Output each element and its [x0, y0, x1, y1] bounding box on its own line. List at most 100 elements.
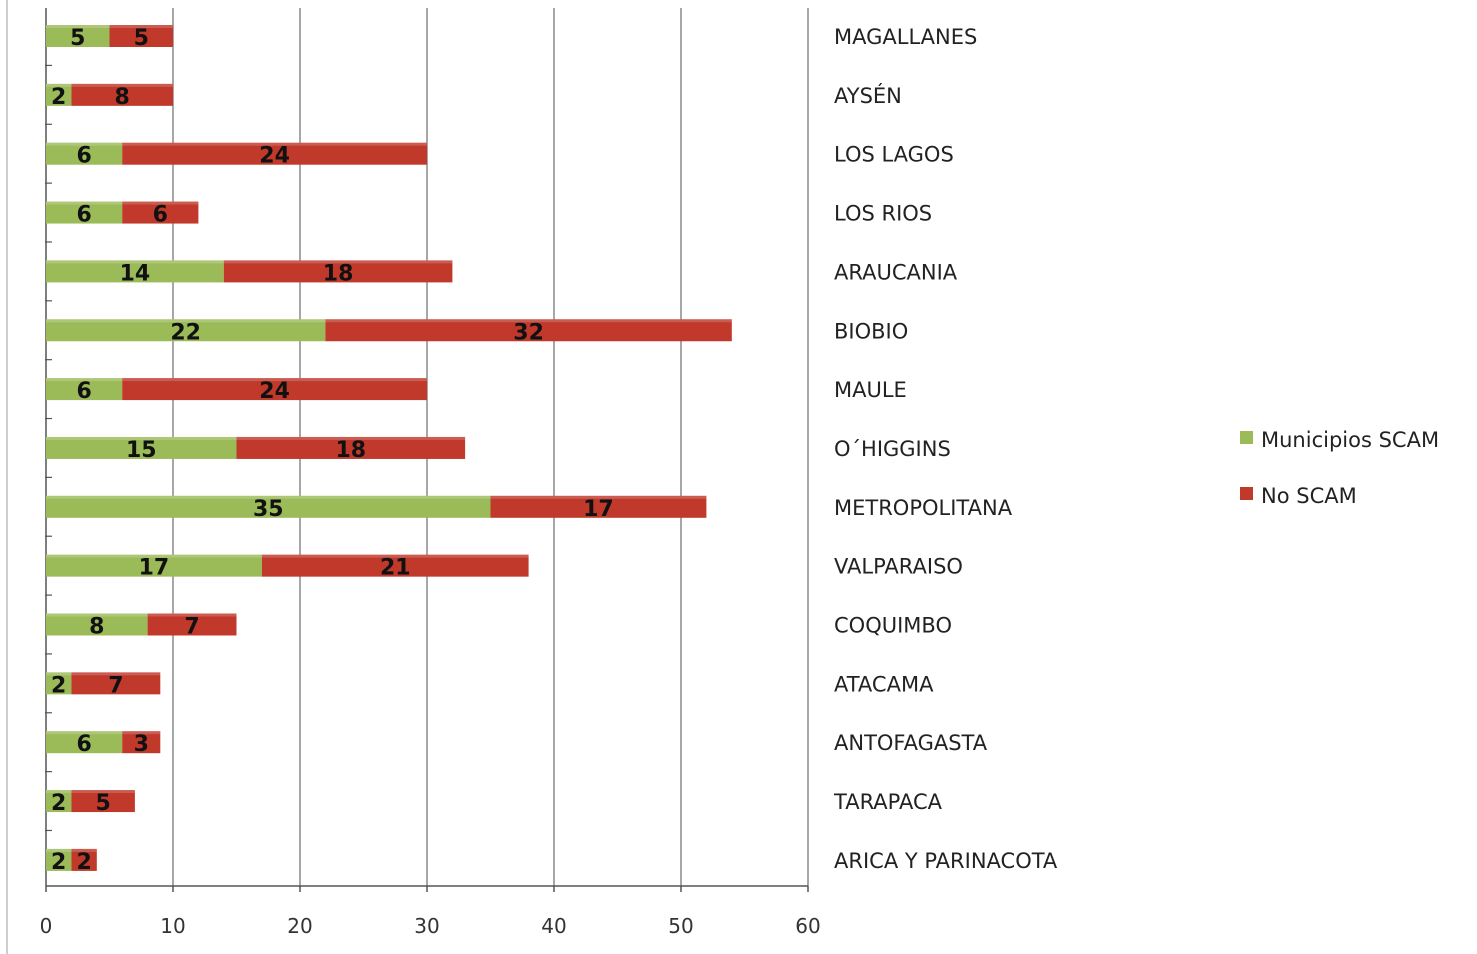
bar-highlight — [46, 378, 123, 382]
bar-scam — [46, 378, 123, 401]
data-label: 8 — [115, 85, 130, 110]
category-label: METROPOLITANA — [834, 496, 1013, 520]
data-label: 7 — [184, 615, 199, 640]
data-label: 2 — [51, 791, 66, 816]
bar-no-scam — [109, 25, 173, 47]
bar-highlight — [46, 201, 123, 205]
data-label: 5 — [95, 791, 110, 816]
bar-no-scam — [71, 790, 135, 813]
bar-scam — [46, 790, 72, 813]
bar-highlight — [46, 142, 123, 146]
bar-no-scam — [122, 201, 199, 224]
legend-item-no-scam: No SCAM — [1240, 482, 1439, 510]
legend-swatch-scam — [1240, 430, 1253, 444]
bar-highlight — [46, 731, 123, 735]
bar-highlight — [122, 142, 427, 146]
bar-highlight — [147, 613, 237, 617]
bar-scam — [46, 672, 72, 695]
bar-highlight — [46, 436, 237, 440]
category-label: ARAUCANIA — [834, 260, 958, 284]
bar-no-scam — [122, 378, 427, 401]
bar-highlight — [122, 378, 427, 382]
data-label: 2 — [51, 85, 66, 110]
category-label: O´HIGGINS — [834, 437, 951, 461]
x-tick-label: 40 — [541, 914, 566, 938]
data-label: 5 — [70, 26, 85, 51]
bar-scam — [46, 25, 110, 47]
x-tick-label: 50 — [668, 914, 693, 938]
data-label: 8 — [89, 615, 104, 640]
bar-scam — [46, 731, 123, 754]
data-label: 32 — [513, 320, 544, 345]
bar-highlight — [122, 731, 161, 735]
category-label: BIOBIO — [834, 319, 908, 343]
data-label: 18 — [335, 438, 366, 463]
category-label: VALPARAISO — [834, 555, 963, 579]
bar-highlight — [46, 319, 326, 323]
bar-scam — [46, 495, 491, 518]
bar-highlight — [46, 672, 72, 676]
bar-scam — [46, 260, 224, 283]
category-label: MAULE — [834, 378, 907, 402]
category-label: AYSÉN — [834, 83, 902, 108]
bar-highlight — [71, 848, 97, 852]
bar-highlight — [236, 436, 466, 440]
data-label: 6 — [76, 732, 91, 757]
x-tick-label: 30 — [414, 914, 439, 938]
bar-scam — [46, 613, 148, 636]
legend-label-no-scam: No SCAM — [1261, 484, 1357, 508]
bar-highlight — [46, 83, 72, 87]
legend-swatch-no-scam — [1240, 486, 1253, 500]
data-label: 6 — [76, 379, 91, 404]
category-label: COQUIMBO — [834, 614, 952, 638]
data-label: 5 — [134, 26, 149, 51]
data-label: 21 — [380, 556, 411, 581]
bar-no-scam — [490, 495, 707, 518]
data-label: 7 — [108, 673, 123, 698]
bar-highlight — [71, 790, 135, 794]
data-label: 17 — [139, 556, 170, 581]
bar-scam — [46, 142, 123, 165]
bar-highlight — [325, 319, 732, 323]
data-label: 6 — [153, 203, 168, 228]
bar-highlight — [46, 260, 224, 264]
category-label: LOS RIOS — [834, 202, 932, 226]
category-label: LOS LAGOS — [834, 143, 954, 167]
legend-label-scam: Municipios SCAM — [1261, 428, 1440, 452]
bar-no-scam — [71, 83, 173, 106]
data-label: 18 — [323, 261, 354, 286]
category-label: TARAPACA — [833, 790, 943, 814]
bar-scam — [46, 436, 237, 459]
legend: Municipios SCAM No SCAM — [1240, 426, 1439, 538]
category-label: MAGALLANES — [834, 25, 977, 49]
bar-highlight — [46, 790, 72, 794]
bar-highlight — [490, 495, 707, 499]
bar-highlight — [109, 25, 173, 28]
bar-no-scam — [325, 319, 732, 342]
data-label: 35 — [253, 497, 284, 522]
data-label: 24 — [259, 379, 290, 404]
bar-scam — [46, 83, 72, 106]
bar-highlight — [71, 672, 161, 676]
data-label: 22 — [170, 320, 201, 345]
bar-scam — [46, 554, 262, 577]
bar-highlight — [46, 25, 110, 28]
x-tick-label: 10 — [160, 914, 185, 938]
x-tick-label: 60 — [795, 914, 820, 938]
data-label: 6 — [76, 144, 91, 169]
bar-no-scam — [122, 142, 427, 165]
bar-highlight — [46, 613, 148, 617]
bar-scam — [46, 201, 123, 224]
data-label: 2 — [51, 673, 66, 698]
bar-highlight — [46, 554, 262, 558]
category-label: ARICA Y PARINACOTA — [834, 849, 1058, 873]
data-label: 2 — [76, 850, 91, 875]
bar-highlight — [71, 83, 173, 87]
bar-no-scam — [147, 613, 237, 636]
category-label: ATACAMA — [834, 672, 934, 696]
bar-highlight — [261, 554, 529, 558]
bar-scam — [46, 848, 72, 871]
category-label: ANTOFAGASTA — [834, 731, 988, 755]
